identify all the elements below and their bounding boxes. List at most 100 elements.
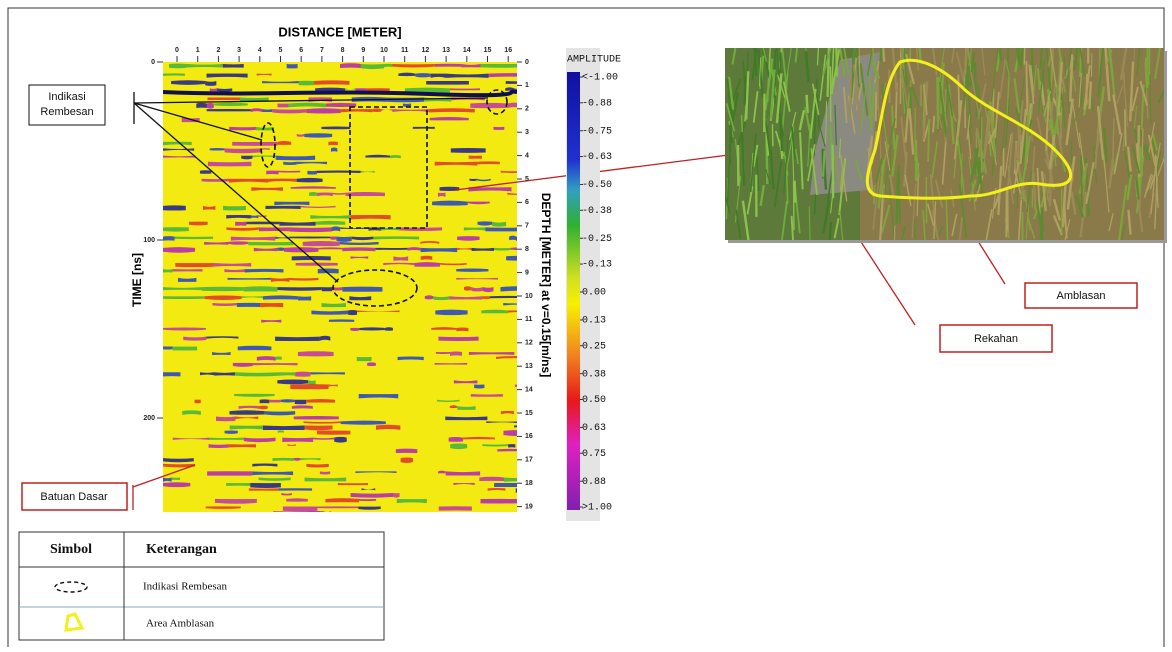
texture bbox=[306, 511, 324, 515]
grass bbox=[933, 116, 934, 132]
figure: DISTANCE [METER] TIME [ns] DEPTH [METER]… bbox=[0, 0, 1172, 647]
texture bbox=[358, 506, 380, 509]
texture bbox=[290, 384, 328, 389]
texture bbox=[206, 506, 241, 508]
texture bbox=[250, 483, 281, 488]
texture bbox=[516, 488, 553, 493]
x-tick-label: 5 bbox=[279, 47, 283, 54]
texture bbox=[477, 161, 499, 164]
texture bbox=[317, 170, 361, 172]
texture bbox=[325, 498, 359, 502]
texture bbox=[163, 346, 173, 349]
callout-label: Rekahan bbox=[974, 333, 1018, 345]
x-tick-label: 15 bbox=[484, 47, 492, 54]
texture bbox=[238, 346, 272, 351]
colorbar-tick-label: 0.50 bbox=[582, 395, 606, 406]
depth-tick-label: 0 bbox=[525, 59, 529, 66]
texture bbox=[163, 247, 195, 253]
x-tick-label: 4 bbox=[258, 47, 262, 54]
texture bbox=[346, 192, 385, 196]
texture bbox=[481, 64, 522, 68]
texture bbox=[169, 64, 187, 69]
depth-tick-label: 4 bbox=[525, 152, 529, 159]
texture bbox=[202, 179, 230, 182]
depth-axis-title: DEPTH [METER] at v=0.15[m/ns] bbox=[539, 193, 553, 377]
texture bbox=[277, 380, 308, 385]
x-tick-label: 14 bbox=[463, 47, 471, 54]
texture bbox=[235, 372, 281, 376]
texture bbox=[450, 352, 462, 356]
colorbar-tick-label: -0.13 bbox=[582, 260, 612, 271]
texture bbox=[290, 236, 330, 238]
texture bbox=[173, 269, 203, 271]
texture bbox=[287, 64, 298, 68]
callout-label: Rembesan bbox=[40, 106, 93, 118]
texture bbox=[342, 287, 382, 292]
texture bbox=[216, 417, 236, 422]
texture bbox=[163, 372, 180, 376]
texture bbox=[421, 256, 433, 260]
depth-tick-label: 8 bbox=[525, 246, 529, 253]
texture bbox=[321, 127, 350, 130]
texture bbox=[249, 488, 279, 490]
texture bbox=[304, 133, 332, 137]
texture bbox=[278, 430, 284, 432]
time-tick-label: 100 bbox=[143, 237, 155, 244]
texture bbox=[482, 444, 508, 446]
texture bbox=[479, 477, 504, 481]
texture bbox=[237, 303, 260, 307]
texture bbox=[463, 437, 495, 440]
texture bbox=[438, 471, 446, 474]
texture bbox=[348, 310, 357, 315]
table-cell: Indikasi Rembesan bbox=[143, 581, 228, 593]
x-tick-label: 12 bbox=[422, 47, 430, 54]
depth-tick-label: 11 bbox=[525, 316, 533, 323]
texture bbox=[303, 241, 340, 246]
texture bbox=[393, 493, 400, 498]
colorbar-tick-label: 0.88 bbox=[582, 477, 606, 488]
grass bbox=[883, 46, 884, 62]
x-tick-label: 6 bbox=[299, 47, 303, 54]
texture bbox=[276, 357, 282, 360]
depth-tick-label: 16 bbox=[525, 433, 533, 440]
texture bbox=[289, 227, 331, 232]
x-tick-label: 10 bbox=[380, 47, 388, 54]
texture bbox=[307, 171, 316, 175]
texture bbox=[341, 421, 386, 425]
grass bbox=[938, 77, 939, 129]
texture bbox=[305, 426, 333, 431]
texture bbox=[359, 327, 384, 330]
x-axis-title: DISTANCE [METER] bbox=[278, 24, 401, 39]
texture bbox=[246, 222, 279, 225]
texture bbox=[223, 64, 244, 68]
texture bbox=[450, 405, 458, 408]
depth-tick-label: 5 bbox=[525, 176, 529, 183]
texture bbox=[286, 498, 308, 501]
colorbar-tick-label: >1.00 bbox=[582, 503, 612, 514]
colorbar-title: AMPLITUDE bbox=[567, 55, 621, 66]
texture bbox=[210, 88, 217, 91]
texture bbox=[282, 438, 313, 442]
texture bbox=[225, 148, 261, 153]
texture bbox=[315, 221, 345, 225]
x-tick-label: 8 bbox=[341, 47, 345, 54]
texture bbox=[229, 410, 264, 414]
radargram bbox=[163, 62, 553, 515]
texture bbox=[264, 411, 295, 415]
grass bbox=[1124, 72, 1125, 94]
texture bbox=[451, 148, 486, 153]
depth-tick-label: 15 bbox=[525, 410, 533, 417]
texture bbox=[292, 405, 313, 408]
grass bbox=[1090, 81, 1091, 109]
texture bbox=[469, 179, 476, 181]
texture bbox=[232, 142, 277, 146]
texture bbox=[483, 287, 494, 292]
grass bbox=[795, 181, 796, 203]
texture bbox=[294, 416, 339, 420]
colorbar-tick-label: -0.38 bbox=[582, 206, 612, 217]
texture bbox=[489, 73, 534, 77]
grass bbox=[968, 66, 969, 91]
texture bbox=[438, 337, 478, 341]
texture bbox=[414, 262, 440, 267]
texture bbox=[470, 103, 508, 108]
